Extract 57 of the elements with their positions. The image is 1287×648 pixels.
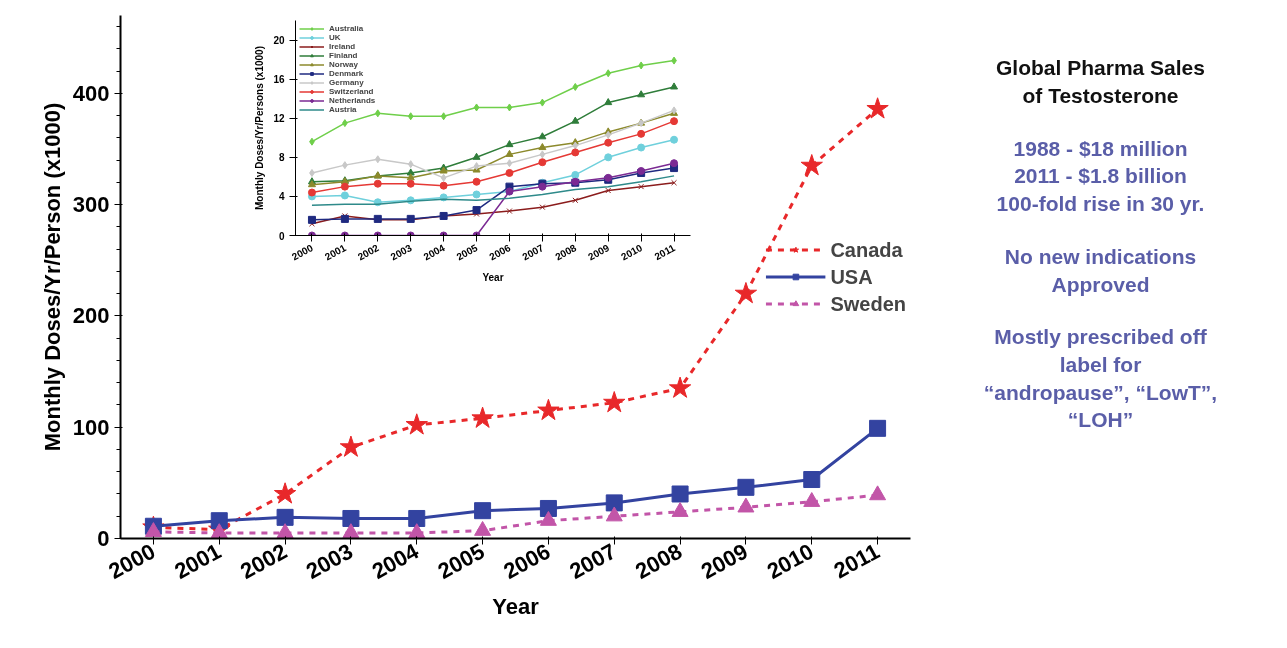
legend-label: Germany (329, 78, 364, 87)
x-tick-label: 2010 (762, 538, 818, 584)
x-tick-label: 2002 (355, 241, 382, 263)
x-tick-label: 2008 (553, 241, 579, 263)
text: Global Pharma Sales of Testosterone (996, 56, 1205, 108)
y-tick-label: 4 (278, 191, 285, 203)
text: 2011 - $1.8 billion (1014, 164, 1187, 188)
legend-label: Austria (329, 105, 357, 114)
x-tick-label: 2001 (322, 241, 349, 263)
text: 100-fold rise in 30 yr. (996, 192, 1205, 216)
y-tick-label: 0 (97, 526, 110, 551)
x-tick-label: 2006 (487, 241, 513, 263)
x-tick-label: 2011 (829, 538, 884, 584)
x-tick-label: 2005 (433, 538, 489, 584)
x-tick-label: 2000 (290, 241, 316, 263)
y-axis-title: Monthly Doses/Yr/Person (x1000) (39, 102, 65, 452)
legend-label: Denmark (329, 69, 364, 78)
x-axis-title: Year (492, 594, 540, 620)
x-tick-label: 2011 (652, 241, 678, 263)
x-tick-label: 2004 (367, 538, 424, 584)
y-tick-label: 16 (273, 74, 285, 86)
x-tick-label: 2005 (454, 241, 480, 263)
x-tick-label: 2003 (301, 538, 357, 584)
x-tick-label: 2007 (565, 538, 621, 584)
y-tick-label: 0 (278, 230, 285, 242)
y-tick-label: 200 (72, 303, 110, 329)
y-tick-label: 12 (273, 113, 285, 125)
text: No new indications Approved (1004, 244, 1197, 296)
legend-label: Ireland (329, 42, 356, 51)
y-tick-label: 100 (72, 414, 110, 440)
legend-label: Switzerland (329, 87, 374, 96)
x-tick-label: 2010 (619, 241, 645, 263)
y-tick-label: 20 (273, 35, 285, 47)
legend-label: Sweden (830, 292, 906, 315)
y-axis-title: Monthly Doses/Yr/Persons (x1000) (254, 46, 266, 210)
y-tick-label: 400 (72, 80, 110, 106)
legend-label: Netherlands (329, 96, 376, 105)
x-tick-label: 2003 (388, 241, 414, 263)
x-tick-label: 2002 (236, 538, 292, 584)
x-axis-title: Year (482, 272, 504, 284)
y-tick-label: 300 (72, 192, 110, 218)
text: 1988 - $18 million (1013, 136, 1188, 160)
text: Mostly prescribed off label for “andropause”, “LowT”, “LOH” (983, 325, 1218, 432)
legend-label: Finland (329, 51, 358, 60)
x-tick-label: 2008 (631, 538, 687, 584)
x-tick-label: 2007 (520, 241, 546, 263)
legend-label: Australia (329, 24, 364, 33)
y-tick-label: 8 (278, 152, 285, 164)
x-tick-label: 2009 (586, 241, 612, 263)
legend-label: Canada (830, 238, 903, 261)
legend-label: USA (830, 265, 873, 288)
legend-label: Norway (329, 60, 358, 69)
x-tick-label: 2001 (170, 538, 226, 584)
x-tick-label: 2004 (421, 241, 447, 263)
legend-label: UK (329, 33, 342, 42)
x-tick-label: 2006 (499, 538, 555, 584)
x-tick-label: 2009 (696, 538, 752, 584)
